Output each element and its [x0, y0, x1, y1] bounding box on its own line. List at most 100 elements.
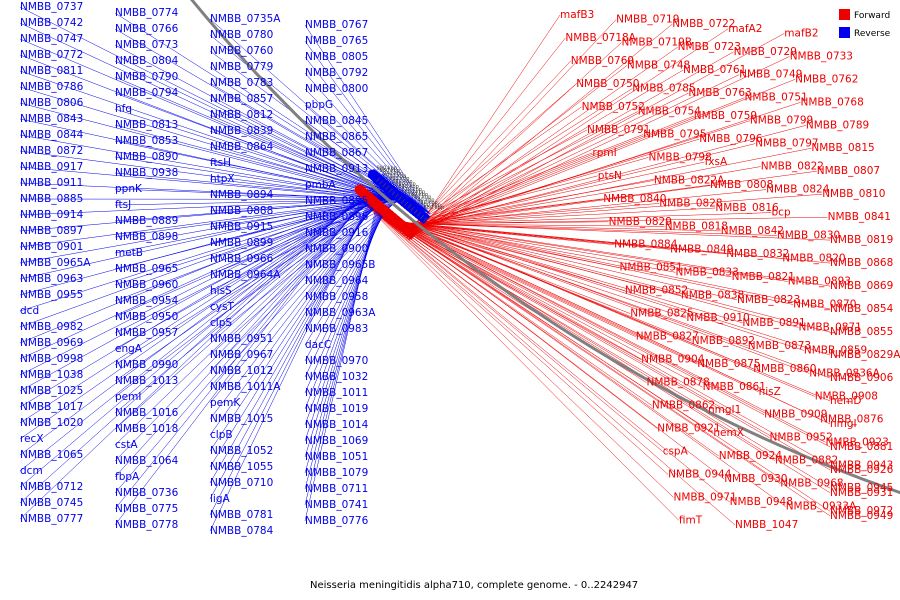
tick-mark	[410, 206, 415, 212]
reverse-feature-label: NMBB_0895	[305, 195, 368, 207]
reverse-feature-label: NMBB_0780	[210, 29, 273, 41]
label-leader-line	[19, 102, 422, 208]
reverse-feature-label: NMBB_0786	[20, 81, 84, 93]
reverse-feature-label: NMBB_0712	[20, 481, 83, 493]
forward-feature-label: NMBB_0718A	[565, 32, 636, 44]
reverse-feature-label: NMBB_1069	[305, 435, 368, 447]
reverse-feature-label: cysT	[210, 301, 234, 313]
forward-feature-label: NMBB_0825	[630, 308, 693, 320]
tick-mark	[423, 217, 428, 222]
label-leader-line	[392, 180, 654, 228]
tick-mark	[379, 180, 384, 185]
tick-mark	[407, 204, 412, 209]
forward-feature-label: NMBB_0908	[815, 390, 878, 402]
forward-feature-label: NMBB_0762	[795, 73, 858, 85]
forward-feature-label: NMBB_0759	[694, 110, 757, 122]
label-leader-line	[19, 197, 412, 216]
tick-label: 920 kbp	[386, 174, 406, 180]
reverse-feature-label: NMBB_1018	[115, 423, 178, 435]
label-leader-line	[381, 217, 681, 296]
label-leader-line	[304, 72, 426, 210]
forward-feature-label: NMBB_0810	[822, 188, 885, 200]
label-leader-line	[304, 174, 384, 522]
label-leader-line	[381, 217, 794, 305]
reverse-feature-label: NMBB_1052	[210, 445, 273, 457]
label-leader-line	[19, 185, 397, 376]
reverse-feature-label: NMBB_1055	[210, 461, 273, 473]
label-leader-line	[401, 88, 633, 235]
label-leader-line	[369, 206, 658, 429]
label-leader-line	[19, 174, 384, 520]
tick-label: 900 kbp	[389, 176, 409, 182]
reverse-feature-label: NMBB_0900	[305, 243, 368, 255]
label-leader-line	[382, 218, 831, 287]
reverse-feature-label: NMBB_0894	[210, 189, 274, 201]
label-leader-line	[372, 209, 815, 397]
legend-swatch-forward	[839, 9, 850, 20]
label-leader-line	[209, 177, 388, 484]
forward-feature-label: NMBB_0791	[587, 124, 650, 136]
reverse-feature-label: NMBB_0845	[305, 115, 368, 127]
label-leader-line	[370, 208, 709, 411]
label-leader-line	[374, 211, 810, 374]
reverse-feature-label: recX	[20, 433, 44, 445]
reverse-feature-label: NMBB_0736	[115, 487, 179, 499]
label-leader-line	[19, 192, 406, 280]
label-leader-line	[407, 33, 785, 240]
label-leader-line	[361, 200, 831, 512]
reverse-feature-label: NMBB_0777	[20, 513, 83, 525]
label-leader-line	[19, 191, 404, 296]
reverse-feature-label: NMBB_0963A	[305, 307, 376, 319]
forward-feature-label: NMBB_0785	[632, 83, 695, 95]
forward-feature-label: NMBB_0859	[804, 344, 867, 356]
reverse-feature-label: NMBB_0896	[305, 211, 369, 223]
reverse-feature-label: NMBB_0779	[210, 61, 273, 73]
forward-feature-label: NMBB_0821	[732, 271, 795, 283]
tick-label: 880 kbp	[392, 179, 412, 185]
forward-feature-label: NMBB_0823	[737, 294, 800, 306]
reverse-feature-label: NMBB_1064	[115, 455, 179, 467]
label-leader-line	[19, 194, 407, 264]
tick-mark	[382, 182, 387, 188]
forward-feature-label: NMBB_0829	[609, 216, 672, 228]
reverse-feature-label: NMBB_0917	[20, 161, 83, 173]
forward-feature-label: NMBB_0838	[681, 289, 744, 301]
reverse-feature-label: NMBB_0776	[305, 515, 369, 527]
label-leader-line	[408, 14, 561, 241]
reverse-feature-label: NMBB_0742	[20, 17, 83, 29]
forward-feature-label: NMBB_0832	[726, 248, 789, 260]
tick-mark	[385, 185, 390, 190]
label-leader-line	[304, 175, 386, 506]
forward-feature-label: nmgI1	[708, 404, 741, 416]
reverse-feature-label: NMBB_1019	[305, 403, 368, 415]
forward-feature-label: fimT	[679, 514, 703, 526]
reverse-feature-label: dcd	[20, 305, 39, 317]
forward-feature-label: NMBB_0840	[603, 193, 666, 205]
forward-feature-label: NMBB_0851	[620, 262, 683, 274]
forward-feature-label: NMBB_0871	[799, 321, 862, 333]
forward-feature-label: NMBB_0723	[678, 41, 741, 53]
label-leader-line	[405, 46, 678, 239]
forward-feature-arrow	[354, 184, 368, 197]
label-leader-line	[383, 219, 732, 278]
label-leader-line	[368, 206, 770, 438]
label-leader-line	[19, 186, 398, 360]
reverse-feature-label: clpB	[210, 429, 233, 441]
label-leader-line	[19, 181, 393, 424]
forward-feature-label: NMBB_0808	[710, 179, 773, 191]
reverse-feature-label: NMBB_0781	[210, 509, 273, 521]
forward-feature-label: NMBB_0968	[780, 478, 843, 490]
forward-feature-label: NMBB_0923	[826, 436, 889, 448]
reverse-feature-label: NMBB_0767	[305, 19, 368, 31]
label-leader-line	[397, 129, 588, 232]
label-leader-line	[19, 190, 403, 312]
forward-feature-label: NMBB_0815	[811, 142, 874, 154]
reverse-feature-label: NMBB_0794	[115, 87, 179, 99]
label-leader-line	[19, 196, 410, 232]
forward-feature-label: NMBB_0870	[793, 299, 856, 311]
reverse-feature-label: NMBB_0778	[115, 519, 178, 531]
forward-feature-label: NMBB_1047	[735, 519, 798, 531]
reverse-feature-label: engA	[115, 343, 143, 355]
label-leader-line	[304, 178, 389, 474]
tick-mark	[394, 193, 399, 198]
